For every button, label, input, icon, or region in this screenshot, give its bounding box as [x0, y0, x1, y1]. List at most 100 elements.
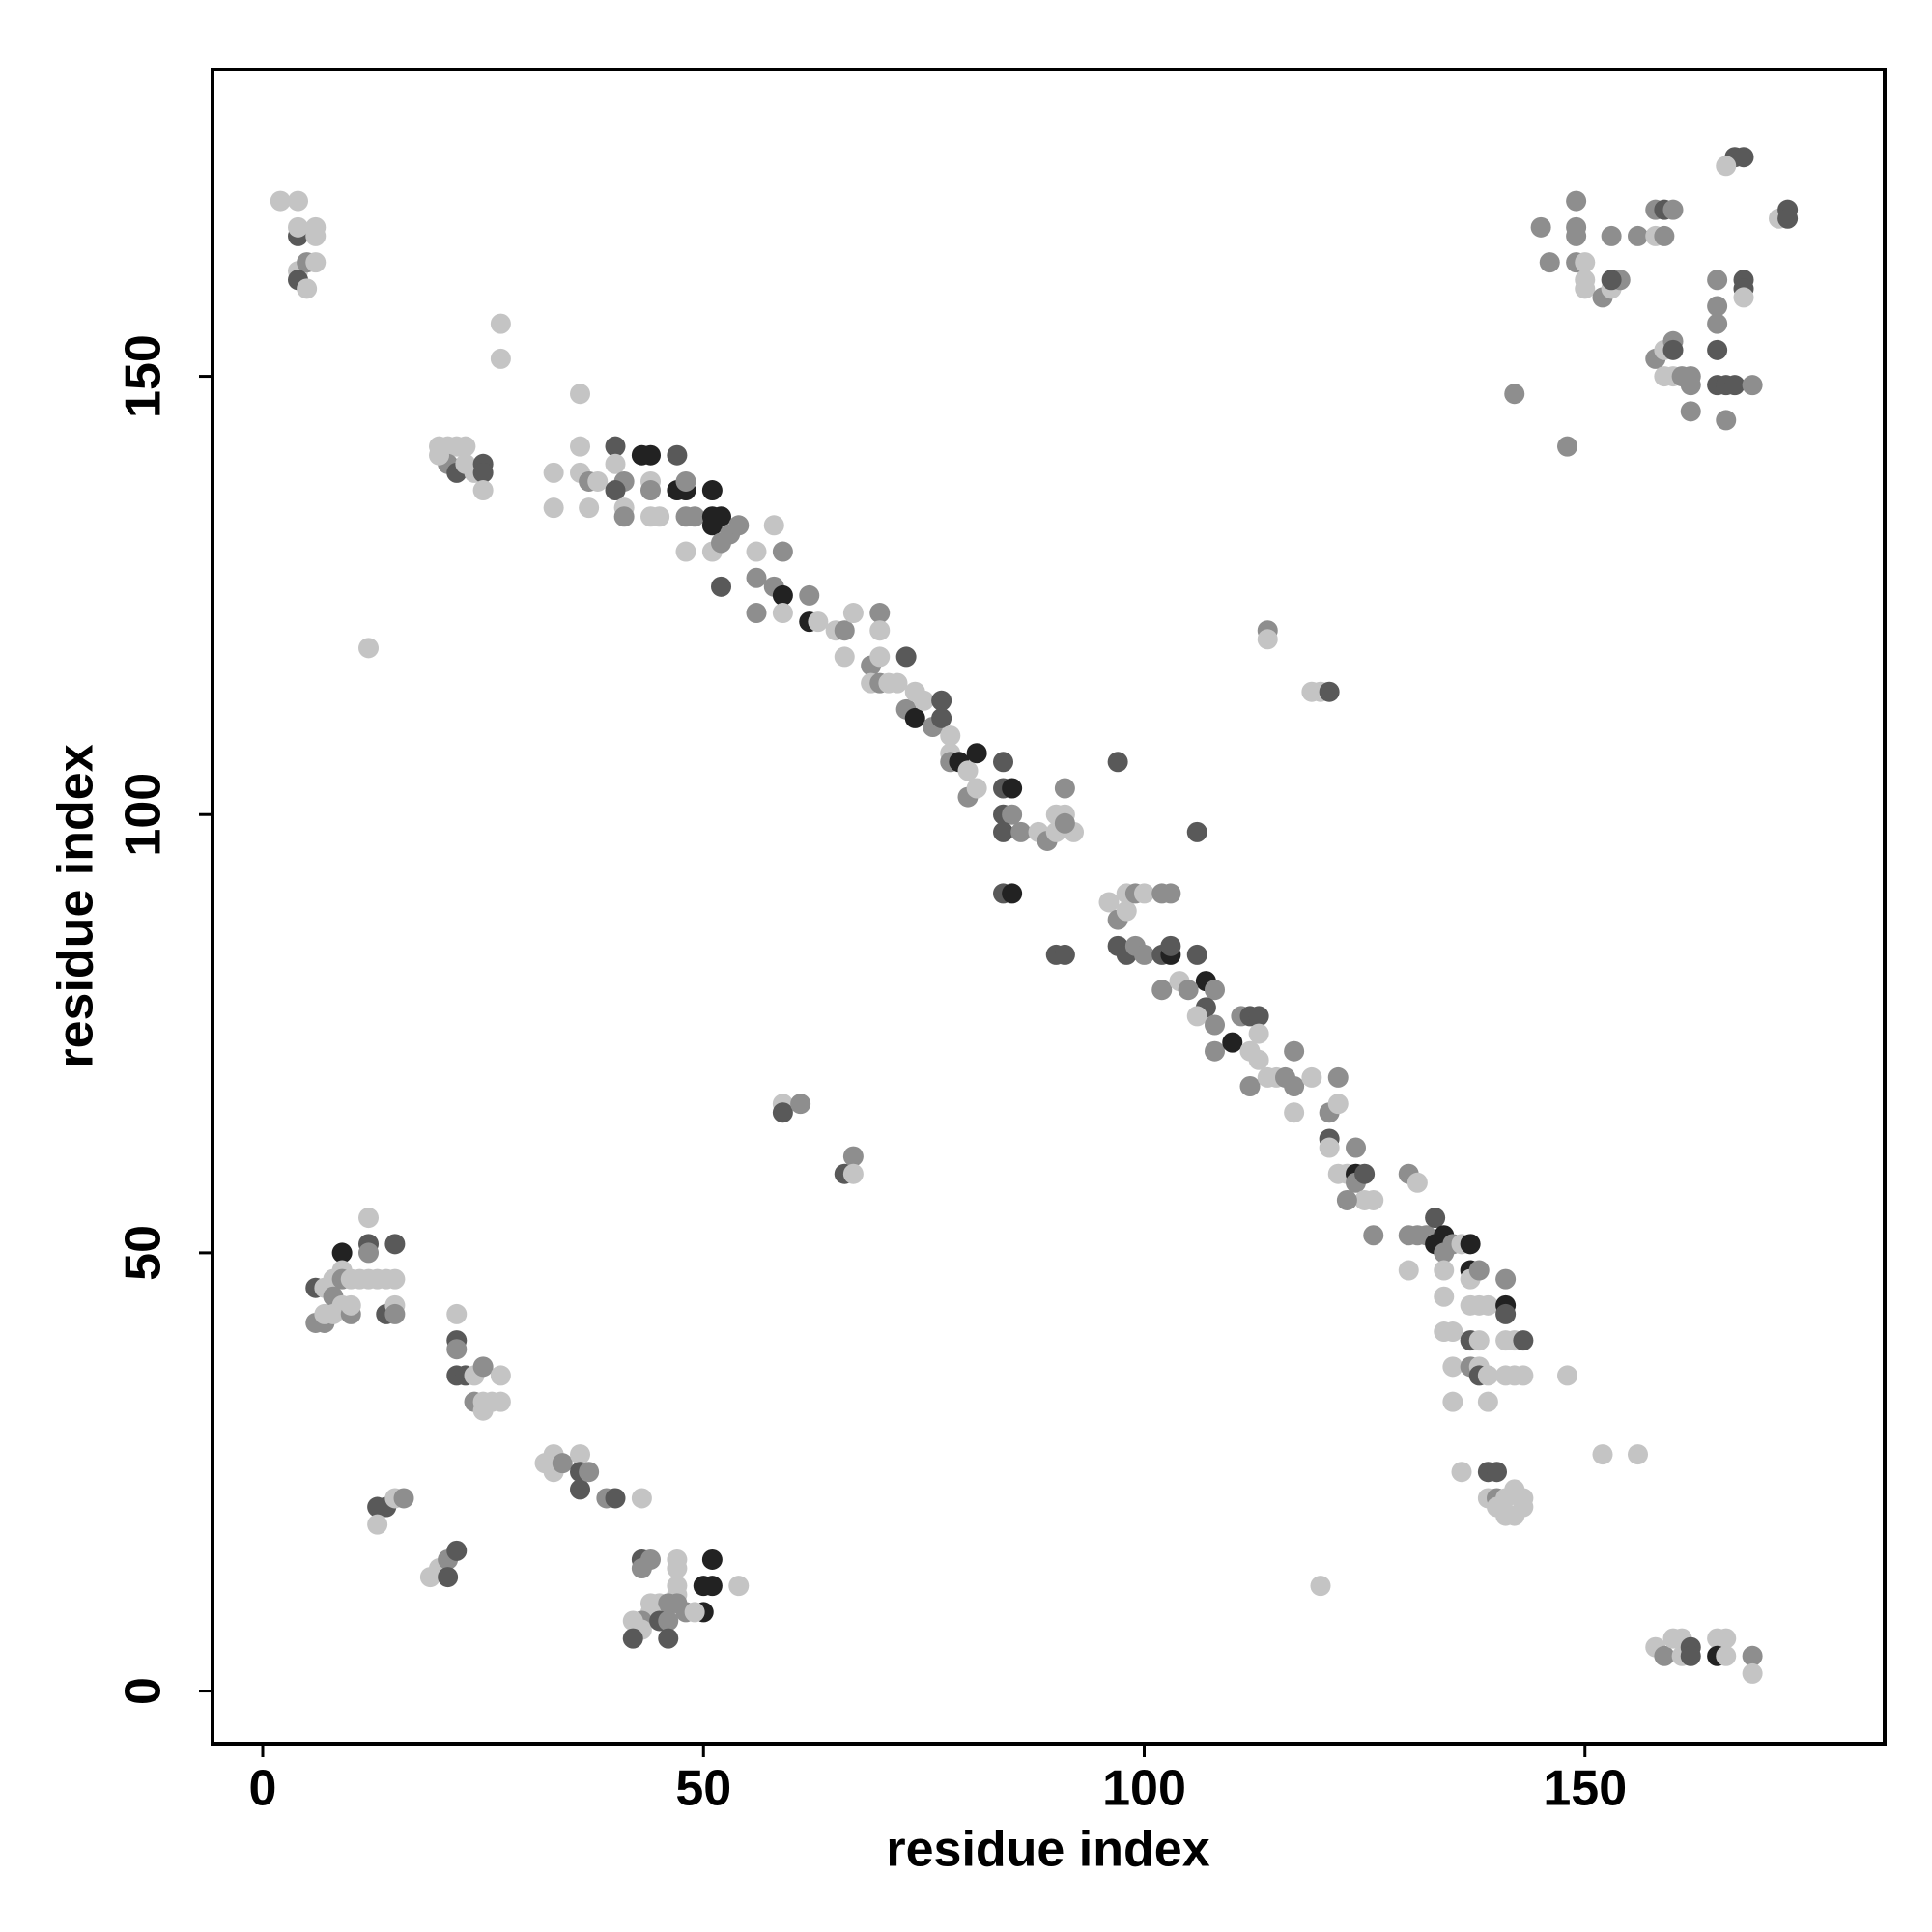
point [1186, 944, 1208, 965]
points [270, 147, 1799, 1684]
point [675, 470, 696, 492]
point [490, 1365, 511, 1386]
point [842, 1146, 864, 1167]
point [1107, 752, 1128, 773]
point [1628, 225, 1649, 246]
point [605, 453, 626, 474]
point [570, 436, 591, 457]
point [640, 480, 662, 501]
point [728, 515, 750, 536]
x-axis-title: residue index [886, 1822, 1209, 1878]
point [667, 1558, 688, 1579]
point [701, 1576, 723, 1597]
point [649, 506, 670, 527]
point [1327, 1066, 1349, 1088]
point [543, 497, 564, 519]
point [1662, 199, 1684, 220]
point [728, 1576, 750, 1597]
point [1442, 1391, 1463, 1412]
point [1680, 1645, 1701, 1666]
point [1151, 980, 1173, 1001]
point [1205, 980, 1226, 1001]
point [667, 444, 688, 466]
point [1716, 156, 1737, 177]
point [772, 1102, 793, 1123]
point [1205, 1040, 1226, 1062]
point [1575, 278, 1596, 299]
point [472, 1356, 494, 1378]
point [631, 1558, 652, 1579]
point [438, 1567, 459, 1588]
point [940, 725, 961, 747]
point [358, 1242, 380, 1264]
point [1248, 1006, 1269, 1027]
point [1504, 384, 1525, 405]
point [605, 1488, 626, 1509]
point [1680, 375, 1701, 396]
point [746, 541, 767, 562]
point [834, 646, 855, 668]
point [1134, 883, 1155, 904]
point [869, 646, 891, 668]
point [711, 576, 732, 597]
point [1707, 313, 1728, 334]
point [552, 1453, 573, 1474]
point [579, 1462, 600, 1483]
point [1346, 1137, 1367, 1158]
point [1442, 1321, 1463, 1343]
point [1160, 883, 1181, 904]
point [869, 603, 891, 624]
point [490, 348, 511, 369]
point [1257, 629, 1278, 650]
point [658, 1628, 679, 1649]
point [1186, 1006, 1208, 1027]
point [1319, 1137, 1340, 1158]
point [966, 743, 987, 764]
point [1098, 892, 1120, 913]
x-tick-label: 50 [675, 1761, 731, 1817]
point [746, 603, 767, 624]
point [701, 515, 723, 536]
point [1327, 1094, 1349, 1115]
point [1434, 1286, 1455, 1307]
point [297, 278, 318, 299]
point [384, 1268, 406, 1290]
point [1654, 225, 1675, 246]
point [393, 1488, 414, 1509]
point [772, 541, 793, 562]
point [1601, 270, 1622, 291]
point [1354, 1163, 1376, 1184]
point [799, 584, 820, 606]
point [993, 821, 1014, 842]
y-tick-label: 0 [116, 1677, 172, 1705]
point [904, 707, 925, 728]
point [1178, 980, 1199, 1001]
point [1406, 1172, 1428, 1193]
point [1460, 1234, 1481, 1255]
point [579, 497, 600, 519]
point [570, 1444, 591, 1465]
point [605, 480, 626, 501]
point [993, 752, 1014, 773]
point [446, 1339, 468, 1360]
point [472, 480, 494, 501]
point [1601, 225, 1622, 246]
point [913, 690, 934, 711]
point [288, 216, 309, 238]
point [305, 252, 327, 273]
x-tick-label: 0 [249, 1761, 277, 1817]
point [1222, 1032, 1243, 1053]
point [1002, 778, 1023, 799]
y-tick-label: 100 [116, 773, 172, 857]
point [1707, 296, 1728, 317]
point [1319, 681, 1340, 702]
point [1742, 375, 1763, 396]
point [1654, 1645, 1675, 1666]
point [1495, 1303, 1517, 1324]
point [1724, 375, 1746, 396]
point [1425, 1208, 1446, 1229]
point [895, 646, 917, 668]
point [1468, 1330, 1490, 1351]
point [490, 313, 511, 334]
